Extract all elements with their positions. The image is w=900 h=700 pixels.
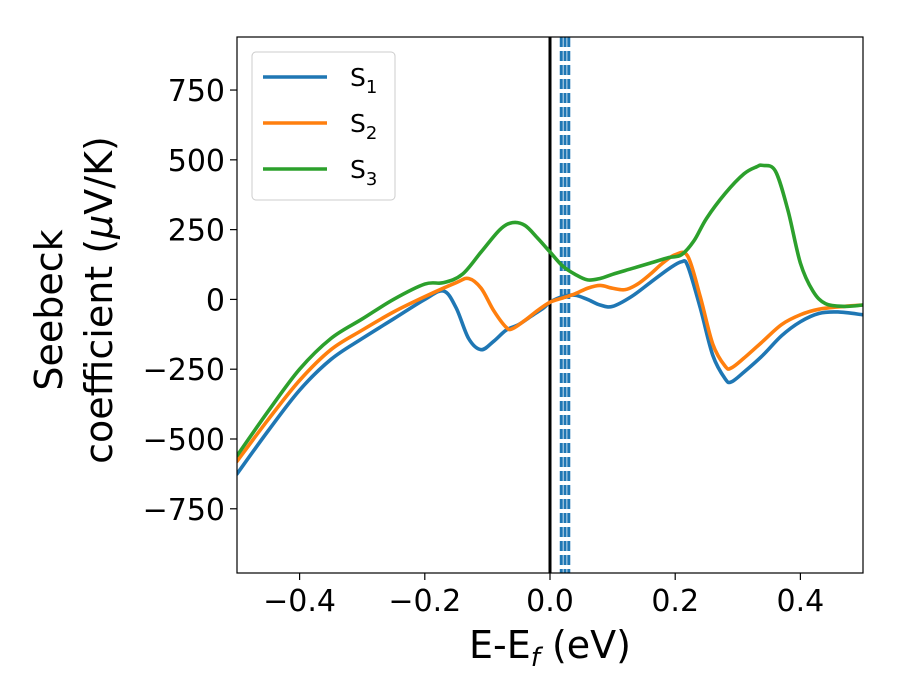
y-tick-label: 500 [168, 144, 225, 179]
x-tick-label: 0.4 [777, 584, 825, 619]
y-tick-label: 250 [168, 214, 225, 249]
y-axis-title-line1: Seebeck [27, 229, 71, 390]
legend-label-s2: S2 [350, 109, 377, 144]
x-tick-label: 0.2 [651, 584, 699, 619]
series-lines [237, 163, 863, 476]
y-tick-label: −500 [143, 423, 225, 458]
y-axis-title-line2: coefficient (μV/K) [77, 136, 121, 464]
x-tick-label: 0.0 [526, 584, 574, 619]
series-line-s1 [237, 258, 863, 476]
y-tick-label: −750 [143, 493, 225, 528]
legend-box [251, 51, 396, 201]
legend-label-s3: S3 [350, 155, 377, 190]
legend: S1 S2 S3 [251, 51, 396, 201]
y-tick-label: 750 [168, 74, 225, 109]
reference-lines [548, 37, 571, 573]
x-tick-label: −0.4 [263, 584, 336, 619]
y-axis-ticks: 750 500 250 0 −250 −500 −750 [143, 74, 237, 528]
x-axis-title: E-Ef (eV) [469, 623, 631, 673]
x-axis-ticks: −0.4 −0.2 0.0 0.2 0.4 [263, 573, 824, 619]
y-tick-label: 0 [206, 283, 225, 318]
series-line-s2 [237, 250, 863, 464]
series-line-s3 [237, 163, 863, 458]
legend-label-s1: S1 [350, 63, 377, 98]
y-tick-label: −250 [143, 353, 225, 388]
x-tick-label: −0.2 [388, 584, 461, 619]
